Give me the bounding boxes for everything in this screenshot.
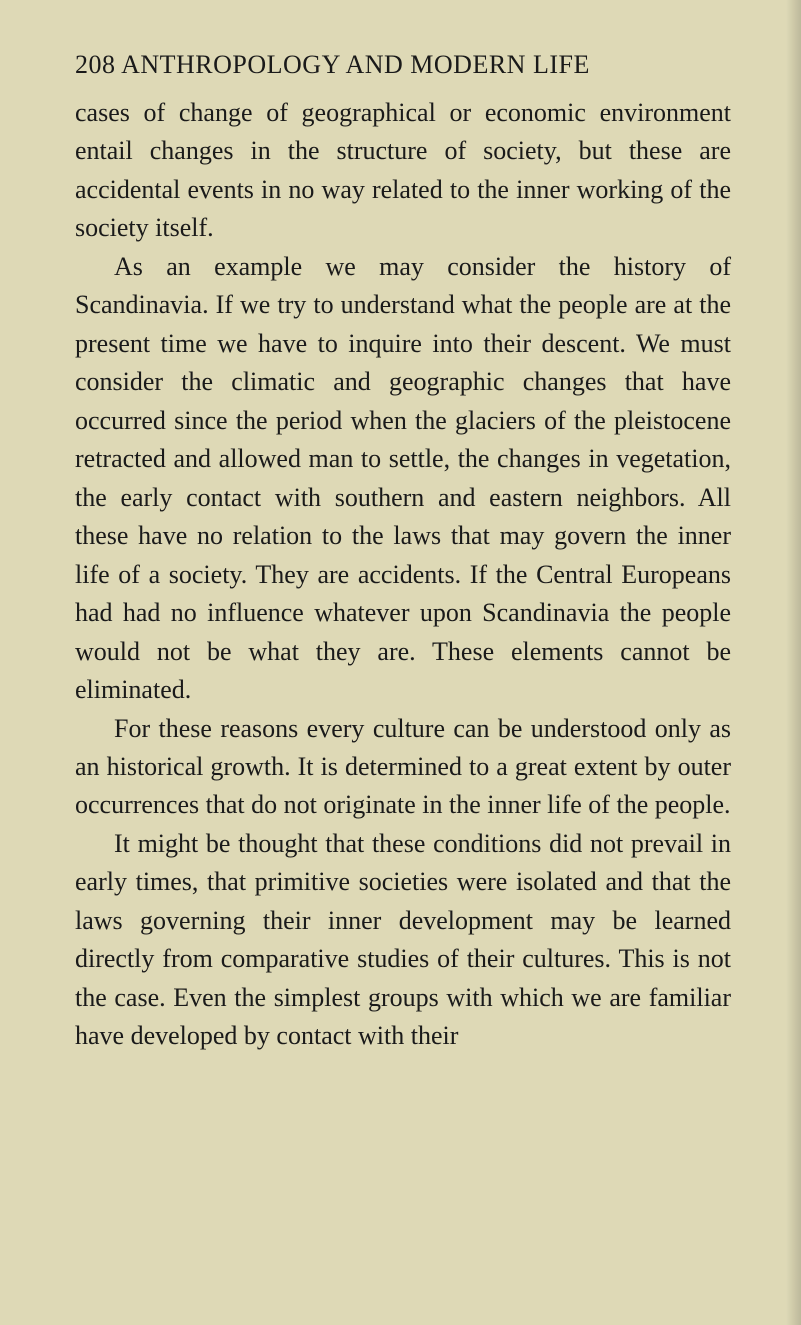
page-edge-shadow	[786, 0, 801, 1325]
page-number: 208	[75, 50, 116, 79]
paragraph-2: As an example we may consider the histor…	[75, 248, 731, 710]
paragraph-1: cases of change of geographical or econo…	[75, 94, 731, 248]
paragraph-4: It might be thought that these condition…	[75, 825, 731, 1056]
body-text: cases of change of geographical or econo…	[75, 94, 731, 1056]
book-page: 208 ANTHROPOLOGY AND MODERN LIFE cases o…	[0, 0, 801, 1106]
paragraph-3: For these reasons every culture can be u…	[75, 710, 731, 825]
book-title: ANTHROPOLOGY AND MODERN LIFE	[121, 50, 590, 79]
page-header: 208 ANTHROPOLOGY AND MODERN LIFE	[75, 50, 731, 80]
